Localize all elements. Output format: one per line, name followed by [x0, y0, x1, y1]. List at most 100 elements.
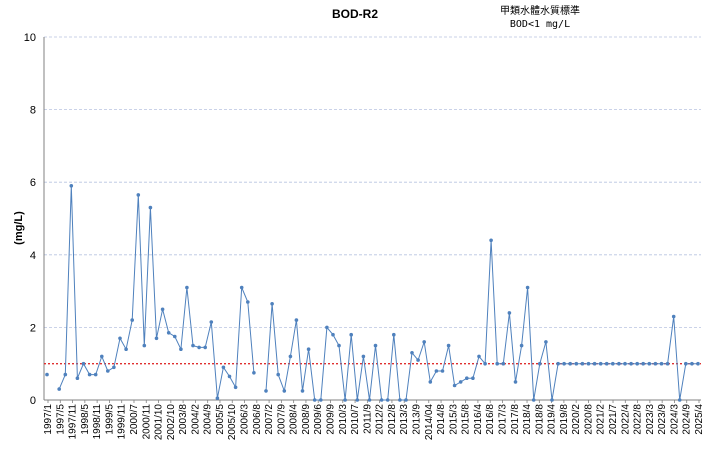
- x-tick-label: 2025/4: [694, 404, 705, 435]
- bod-data-point: [501, 361, 506, 366]
- bod-data-point: [568, 361, 572, 366]
- bod-data-point: [465, 376, 469, 381]
- x-tick-label: 2023/9: [657, 404, 668, 435]
- bod-data-point: [227, 374, 232, 379]
- bod-data-point: [81, 361, 86, 366]
- bod-data-point: [130, 318, 134, 322]
- bod-data-point: [635, 361, 639, 366]
- bod-data-point: [556, 361, 560, 366]
- x-tick-label: 1997/5: [55, 404, 66, 435]
- bod-data-point: [325, 325, 329, 330]
- x-tick-label: 2000/11: [141, 404, 152, 440]
- x-tick-label: 2017/8: [510, 404, 521, 435]
- bod-data-point: [531, 398, 536, 402]
- bod-data-point: [312, 398, 317, 402]
- bod-data-point: [392, 332, 396, 337]
- x-tick-label: 2023/3: [645, 404, 656, 435]
- bod-data-point: [118, 336, 122, 341]
- y-tick-label: 10: [24, 32, 36, 44]
- bod-data-point: [246, 300, 250, 304]
- standard-annotation: 甲類水體水質標準 BOD<1 mg/L: [470, 5, 610, 31]
- bod-data-point: [355, 398, 360, 402]
- x-tick-label: 1999/11: [117, 404, 128, 440]
- standard-annotation-line-2: BOD<1 mg/L: [509, 19, 571, 30]
- x-tick-label: 2019/8: [559, 404, 570, 435]
- x-tick-label: 1999/5: [104, 404, 115, 435]
- bod-data-point: [197, 345, 201, 350]
- bod-data-point: [586, 361, 591, 366]
- bod-data-point: [379, 398, 384, 402]
- bod-data-point: [203, 345, 207, 350]
- bod-data-point: [319, 398, 323, 402]
- bod-data-point: [367, 398, 372, 402]
- bod-data-point: [215, 396, 220, 401]
- bod-data-point: [671, 314, 676, 319]
- bod-data-point: [160, 307, 165, 312]
- bod-data-point: [525, 285, 530, 290]
- bod-data-point: [428, 380, 433, 384]
- x-tick-label: 2009/9: [326, 404, 337, 435]
- x-tick-label: 2015/3: [448, 404, 459, 435]
- bod-data-point: [489, 238, 493, 243]
- bod-data-point: [684, 361, 688, 366]
- standard-annotation-line-1: 甲類水體水質標準: [500, 6, 580, 17]
- bod-data-point: [446, 343, 451, 348]
- x-tick-label: 2004/9: [203, 404, 214, 435]
- bod-data-point: [458, 380, 463, 384]
- bod-data-point: [349, 332, 354, 337]
- bod-data-point: [337, 343, 341, 348]
- bod-data-point: [87, 372, 92, 377]
- bod-data-point: [513, 380, 518, 384]
- bod-data-point: [519, 343, 524, 348]
- x-tick-label: 2020/8: [583, 404, 594, 435]
- bod-data-point: [361, 354, 366, 359]
- x-tick-label: 2022/4: [620, 404, 631, 435]
- y-tick-label: 4: [30, 250, 36, 262]
- bod-data-point: [57, 387, 61, 391]
- x-tick-label: 1997/11: [68, 404, 79, 440]
- x-tick-label: 2022/8: [633, 404, 644, 435]
- bod-data-point: [75, 376, 80, 381]
- bod-data-point: [45, 372, 49, 377]
- bod-data-point: [69, 184, 74, 188]
- bod-data-point: [416, 358, 420, 362]
- bod-data-point: [696, 361, 700, 366]
- bod-data-point: [252, 371, 256, 375]
- x-tick-label: 2008/9: [301, 404, 312, 435]
- bod-data-point: [690, 361, 694, 366]
- bod-data-point: [154, 336, 159, 341]
- x-tick-label: 2021/7: [608, 404, 619, 435]
- bod-data-point: [191, 343, 195, 348]
- bod-data-point: [507, 311, 512, 315]
- x-tick-label: 2013/9: [411, 404, 422, 435]
- bod-data-point: [495, 361, 500, 366]
- bod-data-point: [239, 285, 244, 290]
- x-tick-label: 1997/1: [43, 404, 54, 435]
- x-tick-label: 2006/3: [240, 404, 251, 435]
- x-tick-label: 2014/8: [436, 404, 447, 435]
- x-tick-label: 1998/5: [80, 404, 91, 435]
- bod-data-point: [538, 361, 542, 366]
- bod-data-point: [562, 361, 566, 366]
- x-tick-label: 2015/8: [461, 404, 472, 435]
- bod-data-point: [233, 385, 238, 390]
- bod-data-point: [306, 347, 311, 352]
- bod-data-point: [136, 193, 141, 197]
- x-tick-label: 2019/4: [547, 404, 558, 435]
- x-tick-label: 2004/2: [190, 404, 201, 435]
- x-tick-label: 2009/6: [313, 404, 324, 435]
- x-tick-label: 2008/4: [289, 404, 300, 435]
- x-tick-label: 2006/8: [252, 404, 263, 435]
- y-tick-label: 0: [30, 395, 36, 407]
- bod-data-point: [434, 369, 439, 373]
- x-tick-label: 2016/4: [473, 404, 484, 435]
- x-tick-label: 2005/5: [215, 404, 226, 435]
- bod-data-point: [659, 361, 664, 366]
- bod-data-point: [221, 365, 226, 370]
- bod-data-point: [604, 361, 609, 366]
- x-tick-label: 2002/10: [166, 404, 177, 441]
- x-tick-label: 2012/2: [375, 404, 386, 435]
- bod-data-point: [288, 354, 293, 359]
- x-tick-label: 2018/4: [522, 404, 533, 435]
